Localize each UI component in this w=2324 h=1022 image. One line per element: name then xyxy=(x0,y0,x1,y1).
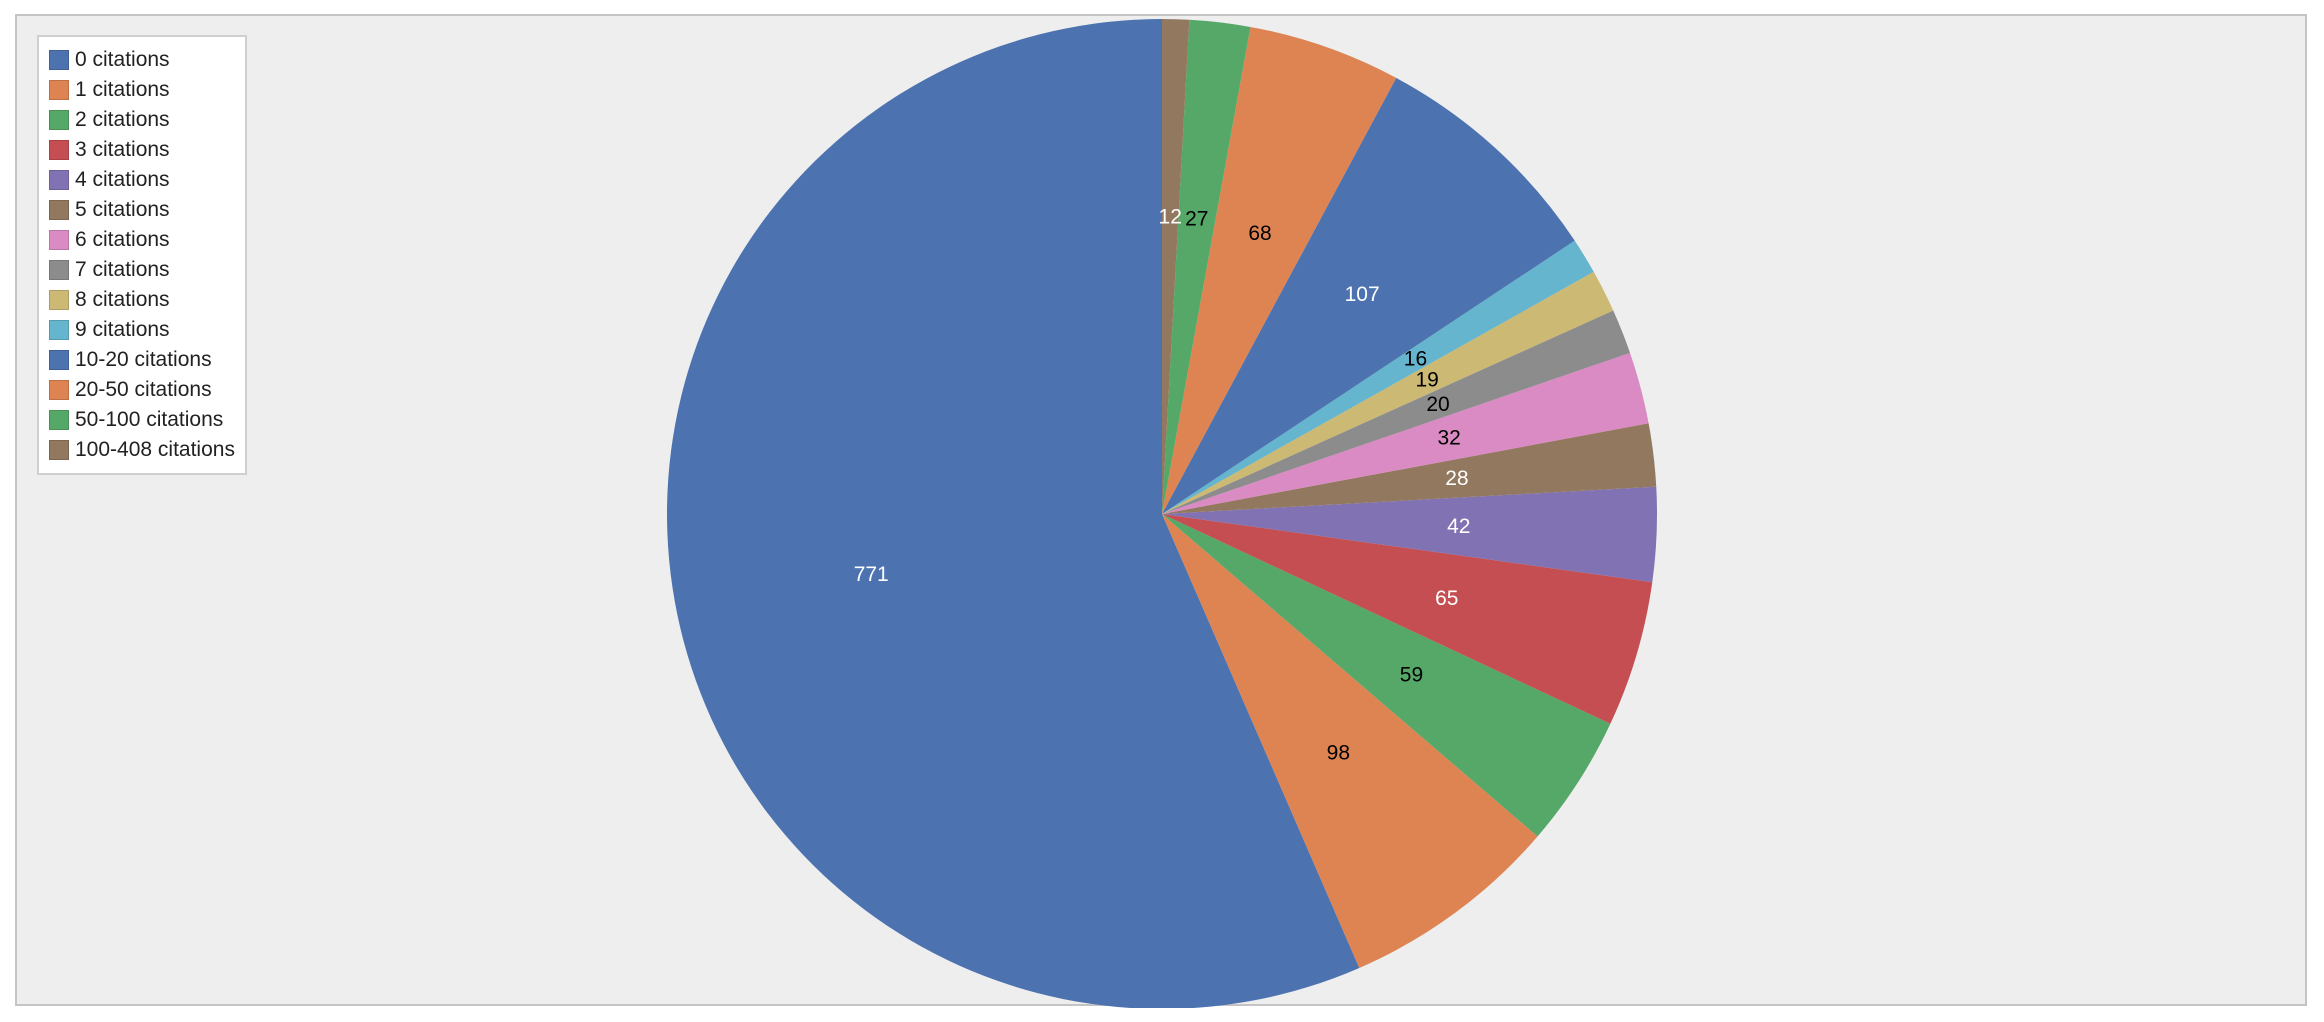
slice-value-label: 32 xyxy=(1437,427,1460,450)
legend-item: 5 citations xyxy=(49,195,235,225)
legend-label: 1 citations xyxy=(75,78,170,101)
slice-value-label: 68 xyxy=(1248,222,1271,245)
pie-slice-7-citations xyxy=(1162,310,1631,514)
legend-item: 4 citations xyxy=(49,165,235,195)
pie-slice-100-408-citations xyxy=(1162,19,1190,514)
legend-swatch xyxy=(49,290,69,310)
pie-slice-0-citations xyxy=(667,19,1360,1008)
pie-slice-3-citations xyxy=(1162,514,1653,724)
legend-item: 7 citations xyxy=(49,255,235,285)
legend-label: 20-50 citations xyxy=(75,378,212,401)
legend-label: 8 citations xyxy=(75,288,170,311)
slice-value-label: 771 xyxy=(854,563,889,586)
legend-item: 0 citations xyxy=(49,45,235,75)
pie-slice-10-20-citations xyxy=(1162,77,1575,515)
legend-swatch xyxy=(49,350,69,370)
legend-item: 6 citations xyxy=(49,225,235,255)
legend-swatch xyxy=(49,200,69,220)
pie-slice-50-100-citations xyxy=(1162,19,1251,514)
pie-slice-2-citations xyxy=(1162,514,1611,837)
pie-slice-9-citations xyxy=(1162,240,1594,515)
slice-value-label: 28 xyxy=(1445,467,1468,490)
legend-swatch xyxy=(49,50,69,70)
pie-slice-6-citations xyxy=(1162,352,1649,514)
legend-swatch xyxy=(49,110,69,130)
legend-item: 2 citations xyxy=(49,105,235,135)
legend-item: 1 citations xyxy=(49,75,235,105)
legend-label: 7 citations xyxy=(75,258,170,281)
legend-swatch xyxy=(49,140,69,160)
pie-slice-20-50-citations xyxy=(1162,26,1397,514)
legend-swatch xyxy=(49,80,69,100)
legend-label: 100-408 citations xyxy=(75,438,235,461)
legend-label: 4 citations xyxy=(75,168,170,191)
legend-swatch xyxy=(49,230,69,250)
legend-item: 50-100 citations xyxy=(49,405,235,435)
legend-item: 9 citations xyxy=(49,315,235,345)
slice-value-label: 59 xyxy=(1400,664,1423,687)
legend-item: 10-20 citations xyxy=(49,345,235,375)
slice-value-label: 20 xyxy=(1426,393,1449,416)
legend-item: 8 citations xyxy=(49,285,235,315)
slice-value-label: 42 xyxy=(1447,515,1470,538)
slice-value-label: 12 xyxy=(1159,206,1182,229)
slice-value-label: 27 xyxy=(1185,208,1208,231)
legend-label: 10-20 citations xyxy=(75,348,212,371)
slice-value-label: 16 xyxy=(1404,348,1427,371)
pie-slice-5-citations xyxy=(1162,423,1657,514)
slice-value-label: 98 xyxy=(1327,741,1350,764)
legend-label: 50-100 citations xyxy=(75,408,224,431)
legend-swatch xyxy=(49,440,69,460)
legend-swatch xyxy=(49,380,69,400)
chart-legend: 0 citations 1 citations 2 citations 3 citat… xyxy=(37,35,247,475)
legend-label: 0 citations xyxy=(75,48,170,71)
legend-swatch xyxy=(49,170,69,190)
legend-label: 2 citations xyxy=(75,108,170,131)
legend-item: 20-50 citations xyxy=(49,375,235,405)
legend-swatch xyxy=(49,320,69,340)
legend-swatch xyxy=(49,410,69,430)
pie-slice-1-citations xyxy=(1162,514,1538,968)
slice-value-label: 107 xyxy=(1345,283,1380,306)
legend-item: 100-408 citations xyxy=(49,435,235,465)
pie-slice-8-citations xyxy=(1162,271,1614,514)
pie-slice-4-citations xyxy=(1162,486,1657,583)
slice-value-label: 19 xyxy=(1415,369,1438,392)
legend-label: 6 citations xyxy=(75,228,170,251)
chart-frame: 771 98 59 65 42 28 32 20 19 16 107 68 27 12 0 citatio… xyxy=(15,14,2307,1008)
legend-swatch xyxy=(49,260,69,280)
slice-value-label: 65 xyxy=(1435,587,1458,610)
legend-label: 3 citations xyxy=(75,138,170,161)
legend-label: 9 citations xyxy=(75,318,170,341)
legend-item: 3 citations xyxy=(49,135,235,165)
legend-label: 5 citations xyxy=(75,198,170,221)
